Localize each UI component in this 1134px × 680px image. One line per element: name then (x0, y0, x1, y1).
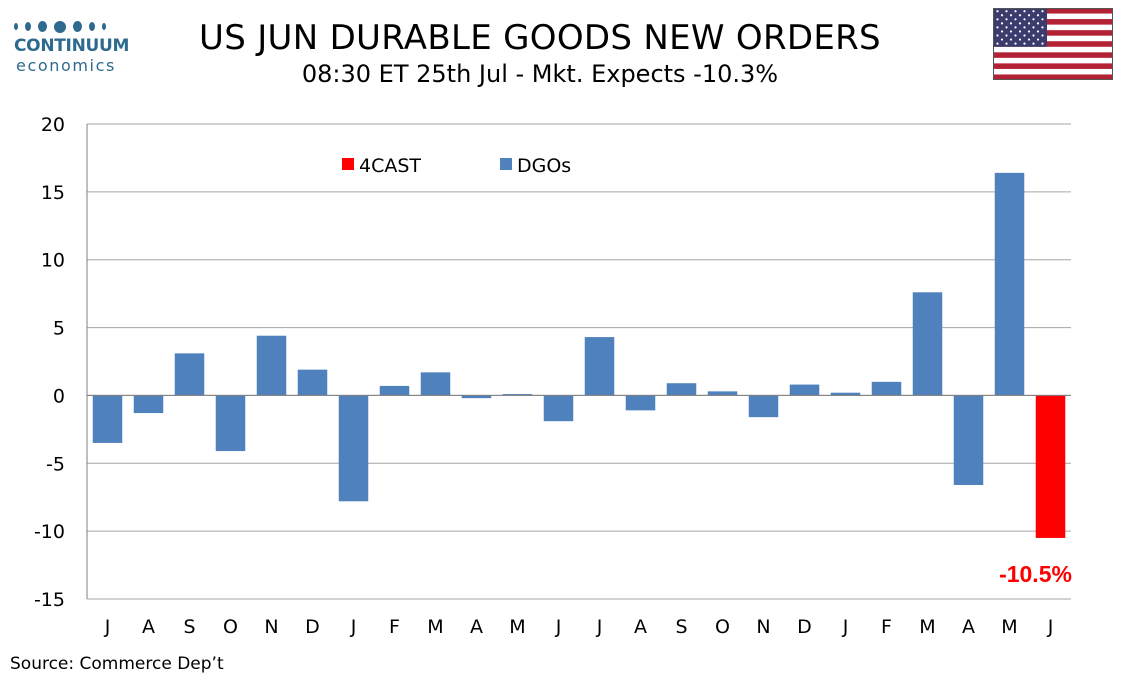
x-tick-label: J (350, 616, 357, 638)
chart-subtitle: 08:30 ET 25th Jul - Mkt. Expects -10.3% (301, 60, 779, 88)
dgo-bar (297, 369, 328, 396)
dgo-bar (256, 335, 287, 396)
x-tick-label: M (1001, 616, 1017, 638)
y-tick-label: 15 (41, 182, 65, 204)
continuum-logo: CONTINUUM economics (10, 12, 150, 82)
legend-label-4cast: 4CAST (359, 155, 421, 177)
dgo-bar (584, 337, 615, 396)
logo-name: CONTINUUM (14, 36, 130, 56)
dgo-bar (338, 395, 369, 502)
logo-dots-icon (14, 16, 113, 35)
legend: 4CAST DGOs (342, 155, 571, 177)
y-tick-label: 5 (53, 318, 65, 340)
x-tick-label: J (596, 616, 603, 638)
dgo-bar (953, 395, 984, 485)
chart-title: US JUN DURABLE GOODS NEW ORDERS (199, 18, 881, 58)
dgo-bar (379, 385, 410, 396)
x-tick-label: A (962, 616, 975, 638)
x-tick-label: D (305, 616, 320, 638)
bars (92, 172, 1066, 538)
x-tick-label: D (797, 616, 812, 638)
dgo-bar (461, 395, 492, 399)
dgo-bar (133, 395, 164, 414)
x-tick-label: N (756, 616, 770, 638)
dgo-bar (502, 394, 533, 396)
x-tick-label: O (223, 616, 238, 638)
annotations: -10.5% (999, 561, 1072, 587)
x-tick-label: M (919, 616, 935, 638)
x-tick-label: F (881, 616, 892, 638)
dgo-bar (830, 392, 861, 396)
y-tick-label: 0 (53, 385, 65, 407)
dgo-bar (215, 395, 246, 452)
dgo-bar (871, 381, 902, 396)
legend-swatch-dgos (500, 158, 512, 170)
x-tick-label: A (142, 616, 155, 638)
axes (86, 124, 1071, 599)
dgo-bar (912, 292, 943, 396)
x-tick-label: J (555, 616, 562, 638)
y-tick-label: -10 (34, 521, 65, 543)
x-tick-label: M (509, 616, 525, 638)
y-tick-label: 20 (41, 114, 65, 136)
forecast-bar (1035, 395, 1066, 538)
dgo-bar (543, 395, 574, 422)
dgo-bar (625, 395, 656, 411)
dgo-bar (174, 353, 205, 396)
y-axis-tick-labels: -15 -10 -5 0 5 10 15 20 (34, 114, 65, 611)
x-tick-label: J (1047, 616, 1054, 638)
x-tick-label: O (715, 616, 730, 638)
dgo-bar (666, 383, 697, 396)
x-tick-label: J (842, 616, 849, 638)
us-flag-icon (993, 8, 1113, 80)
forecast-value-label: -10.5% (999, 561, 1072, 587)
dgo-bar (92, 395, 123, 443)
x-tick-label: M (427, 616, 443, 638)
legend-swatch-4cast (342, 158, 354, 170)
y-tick-label: 10 (41, 250, 65, 272)
source-note: Source: Commerce Dep’t (10, 654, 224, 674)
y-tick-label: -15 (34, 589, 65, 611)
dgo-bar (789, 384, 820, 396)
x-tick-label: S (675, 616, 687, 638)
x-tick-label: A (634, 616, 647, 638)
legend-label-dgos: DGOs (517, 155, 571, 177)
dgo-bar (994, 172, 1025, 396)
x-tick-label: A (470, 616, 483, 638)
logo-subtitle: economics (16, 56, 116, 75)
dgo-bar (707, 391, 738, 396)
dgo-bar (420, 372, 451, 396)
x-tick-label: N (264, 616, 278, 638)
y-tick-label: -5 (46, 453, 65, 475)
dgo-bar (748, 395, 779, 418)
x-tick-label: F (389, 616, 400, 638)
x-tick-label: S (183, 616, 195, 638)
x-tick-label: J (104, 616, 111, 638)
